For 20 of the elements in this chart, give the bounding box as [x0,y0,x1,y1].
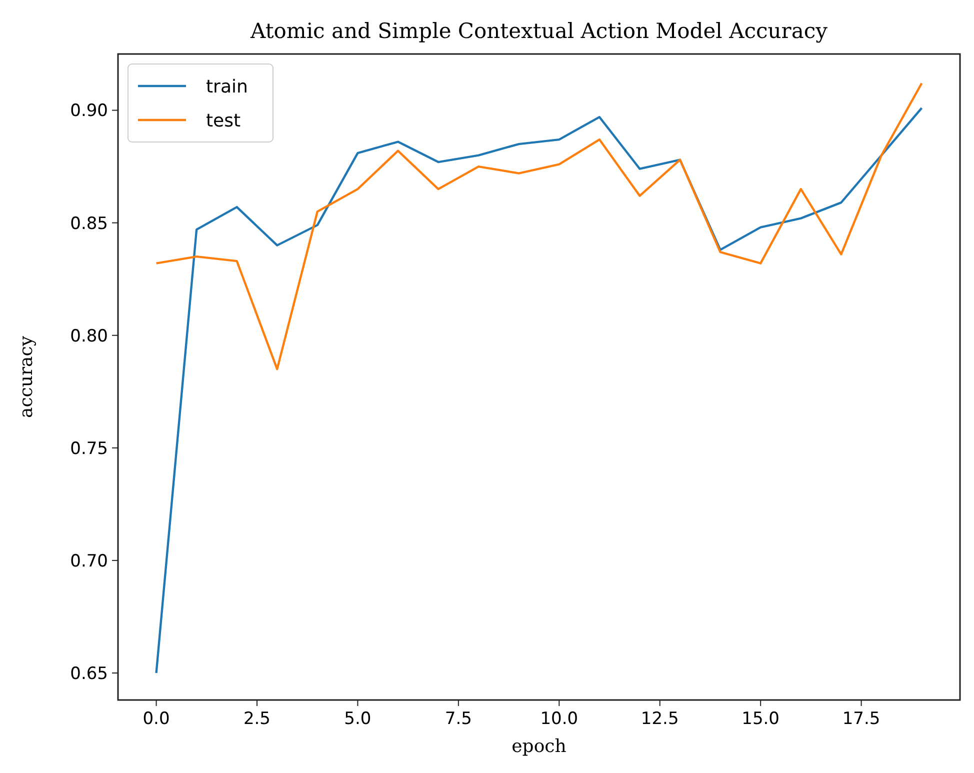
y-tick-label: 0.75 [70,438,108,459]
x-tick-label: 12.5 [640,709,679,729]
x-tick-label: 7.5 [444,709,472,729]
x-tick-label: 0.0 [142,709,170,729]
chart-title: Atomic and Simple Contextual Action Model Accuracy [250,19,828,43]
x-tick-label: 10.0 [540,709,578,729]
y-tick-label: 0.80 [70,326,108,346]
y-tick-label: 0.85 [70,214,108,234]
y-tick-label: 0.65 [70,664,108,684]
y-tick-label: 0.90 [70,101,108,122]
x-tick-label: 17.5 [842,709,880,729]
x-tick-label: 2.5 [243,709,271,729]
legend-label: test [206,110,241,132]
x-tick-label: 5.0 [344,709,372,729]
x-tick-label: 15.0 [742,709,780,729]
legend-label: train [206,76,248,98]
line-series [155,106,923,674]
x-axis-title: epoch [512,736,567,757]
y-tick-label: 0.70 [70,551,108,572]
y-axis-title: accuracy [16,335,37,418]
